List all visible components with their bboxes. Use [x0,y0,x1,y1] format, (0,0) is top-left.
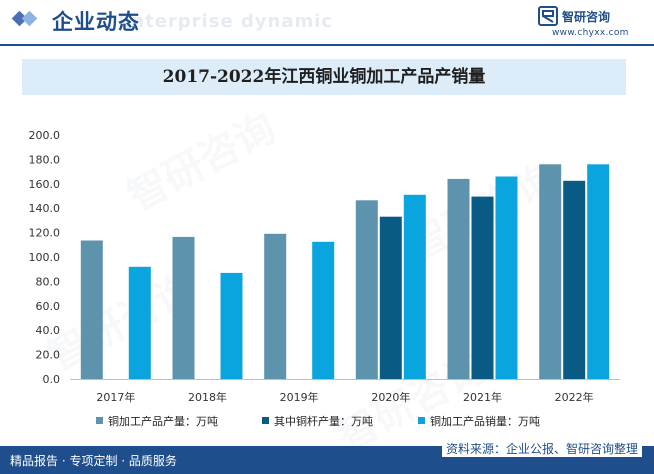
x-tick-label: 2018年 [188,390,227,404]
bar-series-1 [539,164,562,379]
bar-series-1 [264,233,287,379]
source-note: 资料来源：企业公报、智研咨询整理 [441,440,642,457]
chart-title-box: 2017-2022年江西铜业铜加工产品产销量 [22,59,626,95]
bar-series-2 [563,180,586,380]
y-tick-label: 60.0 [36,300,61,313]
legend-label: 其中铜杆产量：万吨 [274,414,373,428]
y-tick-label: 0.0 [43,373,61,386]
header-ghost-text: Enterprise dynamic [118,11,334,32]
bar-series-3 [587,164,610,379]
legend-label: 铜加工产品产量：万吨 [108,414,218,428]
logo-url-text: www.chyxx.com [552,28,629,38]
x-tick-label: 2021年 [463,390,502,404]
bar-series-2 [379,216,402,379]
y-tick-label: 180.0 [29,153,61,166]
y-tick-label: 200.0 [29,129,61,142]
bar-series-1 [172,236,195,379]
bar-chart: 0.0 20.0 40.0 60.0 80.0 100.0 120.0 140.0 160.0 1… [29,129,620,428]
x-tick-label: 2017年 [96,390,135,404]
y-tick-label: 140.0 [29,202,61,215]
legend-swatch [418,417,425,424]
y-tick-label: 20.0 [36,349,61,362]
y-tick-label: 160.0 [29,178,61,191]
page-header: Enterprise dynamic 企业动态 智研咨询 www.chyxx.c… [0,0,654,44]
brand-logo[interactable]: 智研咨询 www.chyxx.com [538,6,638,40]
section-title: 企业动态 [52,10,140,34]
bar-series-3 [128,266,151,379]
chart-legend: 铜加工产品产量：万吨 其中铜杆产量：万吨 铜加工产品销量：万吨 [96,414,540,428]
y-tick-label: 40.0 [36,324,61,337]
chart-title: 2017-2022年江西铜业铜加工产品产销量 [162,67,486,87]
bar-series-3 [495,176,518,379]
x-tick-label: 2019年 [280,390,319,404]
x-axis: 2017年 2018年 2019年 2020年 2021年 2022年 [96,390,593,404]
bar-series-3 [403,194,426,379]
header-divider [0,44,654,46]
bar-series-1 [355,200,378,379]
logo-mark-icon [538,6,558,26]
bar-series-group [80,164,610,380]
legend-label: 铜加工产品销量：万吨 [430,414,540,428]
y-tick-label: 80.0 [36,275,61,288]
legend-swatch [96,417,103,424]
footer-tagline: 精品报告 · 专项定制 · 品质服务 [10,454,177,468]
x-tick-label: 2020年 [371,390,410,404]
y-tick-label: 120.0 [29,227,61,240]
x-tick-label: 2022年 [555,390,594,404]
header-diamond-icon [21,10,38,27]
bar-series-1 [447,178,470,379]
bar-series-3 [312,241,335,380]
legend-swatch [262,417,269,424]
logo-brand-text: 智研咨询 [562,10,611,24]
bar-series-3 [220,272,243,379]
bar-series-2 [471,196,494,379]
bar-series-1 [80,240,103,379]
y-tick-label: 100.0 [29,251,61,264]
y-axis: 0.0 20.0 40.0 60.0 80.0 100.0 120.0 140.0 160.0 1… [29,129,61,386]
